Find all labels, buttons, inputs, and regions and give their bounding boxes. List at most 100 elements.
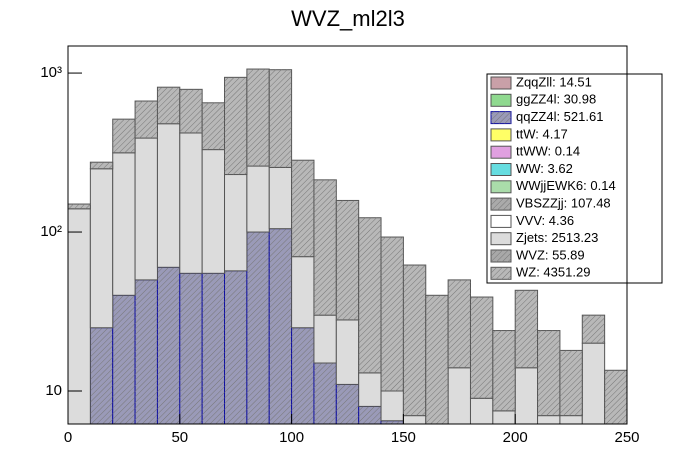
bar [358,372,382,407]
legend-hatch [491,250,511,262]
bar-hatch [604,370,627,424]
legend-label: VVV: 4.36 [516,213,574,228]
bar-hatch [336,384,359,424]
bar-hatch [537,330,560,416]
y-tick-label: 10³ [40,64,62,81]
bar-hatch [202,273,225,424]
bar [402,415,427,425]
stack [67,68,628,425]
legend-label: WW: 3.62 [516,161,573,176]
x-tick-label: 100 [279,429,304,446]
bar-hatch [135,279,158,424]
legend-swatch [490,214,512,228]
bar [313,314,337,364]
bar-hatch [202,102,225,150]
x-tick-label: 150 [391,429,416,446]
bar-hatch [425,295,449,424]
bar-hatch [381,237,404,391]
bar-hatch [313,179,337,316]
legend-label: VBSZZjj: 107.48 [516,196,611,211]
bar-hatch [90,162,113,169]
legend [486,73,663,284]
legend-label: qqZZ4l: 521.61 [516,109,603,124]
bar-hatch [68,204,91,209]
bar-hatch [246,232,270,424]
bar-hatch [381,420,404,424]
bar-hatch [269,228,292,424]
bar-hatch [224,270,247,424]
legend-label: ttW: 4.17 [516,126,568,141]
bar-hatch [403,265,426,416]
bar [201,149,226,274]
bar-hatch [112,295,136,424]
bar [514,367,539,425]
bar [246,165,270,233]
legend-swatch [490,128,512,142]
bar-hatch [246,69,270,167]
bar-hatch [112,119,136,153]
bar [492,410,516,425]
bar [537,415,561,425]
bar-hatch [179,273,203,424]
bar [268,166,293,230]
bar [89,168,114,329]
legend-label: ggZZ4l: 30.98 [516,92,596,107]
legend-hatch [491,111,511,124]
bar-hatch [358,217,382,373]
legend-label: WWjjEWK6: 0.14 [516,178,616,193]
bar [67,208,91,425]
bar [224,174,248,272]
bar [112,152,136,296]
bar-hatch [470,297,493,399]
bar-hatch [313,363,337,424]
x-tick-label: 200 [503,429,528,446]
bar-hatch [157,267,180,424]
legend-swatch [490,93,512,107]
bar [380,390,404,422]
bar-hatch [135,101,158,139]
bar-hatch [90,327,113,424]
bar-hatch [515,290,538,368]
x-tick-label: 50 [171,429,188,446]
bar [469,397,494,425]
legend-label: Zjets: 2513.23 [516,230,598,245]
x-tick-label: 0 [64,429,72,446]
legend-label: WVZ: 55.89 [516,247,585,262]
bar-hatch [559,350,583,416]
legend-swatch [490,180,512,194]
bar-hatch [358,406,382,424]
chart-title: WVZ_ml2l3 [291,6,405,31]
legend-swatch [490,163,512,176]
bar [134,137,158,281]
bar-hatch [582,315,605,344]
bar [581,342,606,425]
legend-label: WZ: 4351.29 [516,265,590,280]
bar-hatch [492,330,516,411]
bar-hatch [269,69,292,168]
legend-swatch [490,232,512,246]
legend-swatch [490,145,512,159]
bar-hatch [224,77,247,175]
legend-hatch [491,267,511,280]
bar [179,132,203,274]
bar [335,319,360,385]
bar-hatch [179,89,203,133]
y-tick-label: 10² [40,223,62,240]
legend-hatch [491,198,511,211]
bar-hatch [291,160,314,257]
y-tick-label: 10 [45,382,62,399]
bar-hatch [157,87,180,124]
bar-hatch [448,279,471,368]
legend-label: ttWW: 0.14 [516,144,580,159]
legend-swatch [490,76,512,90]
bar [447,367,471,425]
plot-border [67,45,628,425]
legend-label: ZqqZll: 14.51 [516,74,592,89]
bar [559,415,583,425]
bar [291,256,315,329]
bar [156,123,181,268]
x-tick-label: 250 [614,429,639,446]
bar-hatch [291,327,314,424]
bar-hatch [336,200,359,320]
